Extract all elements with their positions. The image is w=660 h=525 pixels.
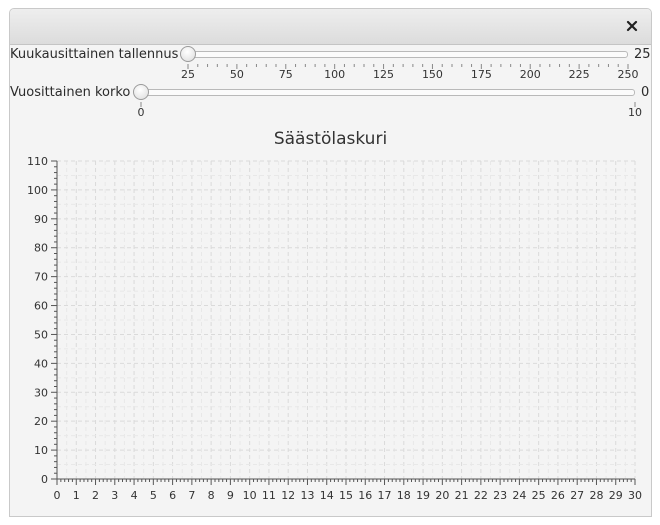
- monthly-saving-slider[interactable]: 25 50 75 100 125 150 175 200 225 250: [180, 46, 639, 86]
- y-tick-label: 90: [34, 213, 48, 226]
- x-tick-label: 15: [339, 489, 353, 502]
- close-icon[interactable]: [623, 17, 641, 35]
- slider-tick-label: 225: [568, 68, 590, 81]
- x-tick-label: 11: [262, 489, 276, 502]
- slider-ticks: [140, 102, 636, 107]
- y-tick-label: 100: [27, 184, 48, 197]
- chart-title: Säästölaskuri: [273, 129, 388, 149]
- x-tick-label: 21: [455, 489, 469, 502]
- x-tick-label: 26: [551, 489, 565, 502]
- annual-interest-value: 0: [641, 85, 650, 100]
- y-tick-label: 70: [34, 271, 48, 284]
- title-bar: [10, 9, 651, 45]
- x-tick-label: 2: [92, 489, 99, 502]
- x-tick-label: 9: [227, 489, 234, 502]
- y-tick-label: 10: [34, 444, 48, 457]
- x-tick-label: 8: [208, 489, 215, 502]
- slider-tick-label: 175: [470, 68, 492, 81]
- slider-tick-labels: 25 50 75 100 125 150 175 200 225 250: [181, 68, 639, 82]
- slider-tick-label: 25: [181, 68, 195, 81]
- x-tick-label: 13: [300, 489, 314, 502]
- slider-tick-label: 10: [628, 106, 642, 119]
- x-tick-label: 10: [243, 489, 257, 502]
- x-tick-label: 27: [570, 489, 584, 502]
- x-tick-label: 28: [589, 489, 603, 502]
- x-tick-label: 6: [169, 489, 176, 502]
- slider-track[interactable]: [141, 89, 635, 96]
- x-tick-label: 7: [188, 489, 195, 502]
- annual-interest-label: Vuosittainen korko: [10, 85, 131, 100]
- x-tick-label: 3: [111, 489, 118, 502]
- y-tick-label: 110: [27, 155, 48, 168]
- x-tick-label: 29: [609, 489, 623, 502]
- y-tick-label: 30: [34, 386, 48, 399]
- y-tick-label: 40: [34, 357, 48, 370]
- slider-tick-label: 150: [421, 68, 443, 81]
- y-tick-label: 80: [34, 242, 48, 255]
- slider-ticks: [187, 64, 629, 69]
- x-tick-label: 1: [73, 489, 80, 502]
- slider-tick-labels: 0 10: [137, 106, 643, 120]
- savings-chart: 0 1 2 3 4 5 6 7 8 9 10 11 12 13 14 15 16 17 18 19 20 21 22 23 24…: [27, 155, 642, 502]
- x-tick-label: 18: [397, 489, 411, 502]
- y-tick-label: 0: [41, 473, 48, 486]
- slider-thumb[interactable]: [180, 46, 196, 62]
- slider-tick-label: 250: [617, 68, 639, 81]
- x-tick-label: 17: [378, 489, 392, 502]
- x-tick-label: 0: [54, 489, 61, 502]
- x-tick-label: 16: [358, 489, 372, 502]
- monthly-saving-label: Kuukausittainen tallennus: [10, 47, 179, 62]
- x-tick-label: 4: [131, 489, 138, 502]
- slider-track[interactable]: [188, 51, 628, 58]
- monthly-saving-value: 25: [634, 47, 651, 62]
- y-tick-label: 50: [34, 328, 48, 341]
- y-tick-label: 60: [34, 300, 48, 313]
- slider-tick-label: 75: [278, 68, 293, 81]
- y-tick-label: 20: [34, 415, 48, 428]
- slider-tick-label: 125: [373, 68, 395, 81]
- app-window: Kuukausittainen tallennus 25 50 75 100 125 15…: [9, 8, 652, 517]
- x-tick-label: 22: [474, 489, 488, 502]
- x-tick-label: 24: [512, 489, 526, 502]
- slider-tick-label: 100: [324, 68, 346, 81]
- slider-thumb[interactable]: [133, 84, 149, 100]
- x-tick-label: 5: [150, 489, 157, 502]
- x-tick-label: 12: [281, 489, 295, 502]
- x-tick-label: 20: [435, 489, 449, 502]
- slider-tick-label: 50: [229, 68, 244, 81]
- x-tick-label: 30: [628, 489, 642, 502]
- x-tick-label: 19: [416, 489, 430, 502]
- slider-tick-label: 200: [519, 68, 541, 81]
- slider-tick-label: 0: [137, 106, 145, 119]
- x-tick-label: 23: [493, 489, 507, 502]
- x-tick-label: 14: [320, 489, 334, 502]
- annual-interest-slider[interactable]: 0 10: [133, 84, 643, 124]
- x-tick-label: 25: [532, 489, 546, 502]
